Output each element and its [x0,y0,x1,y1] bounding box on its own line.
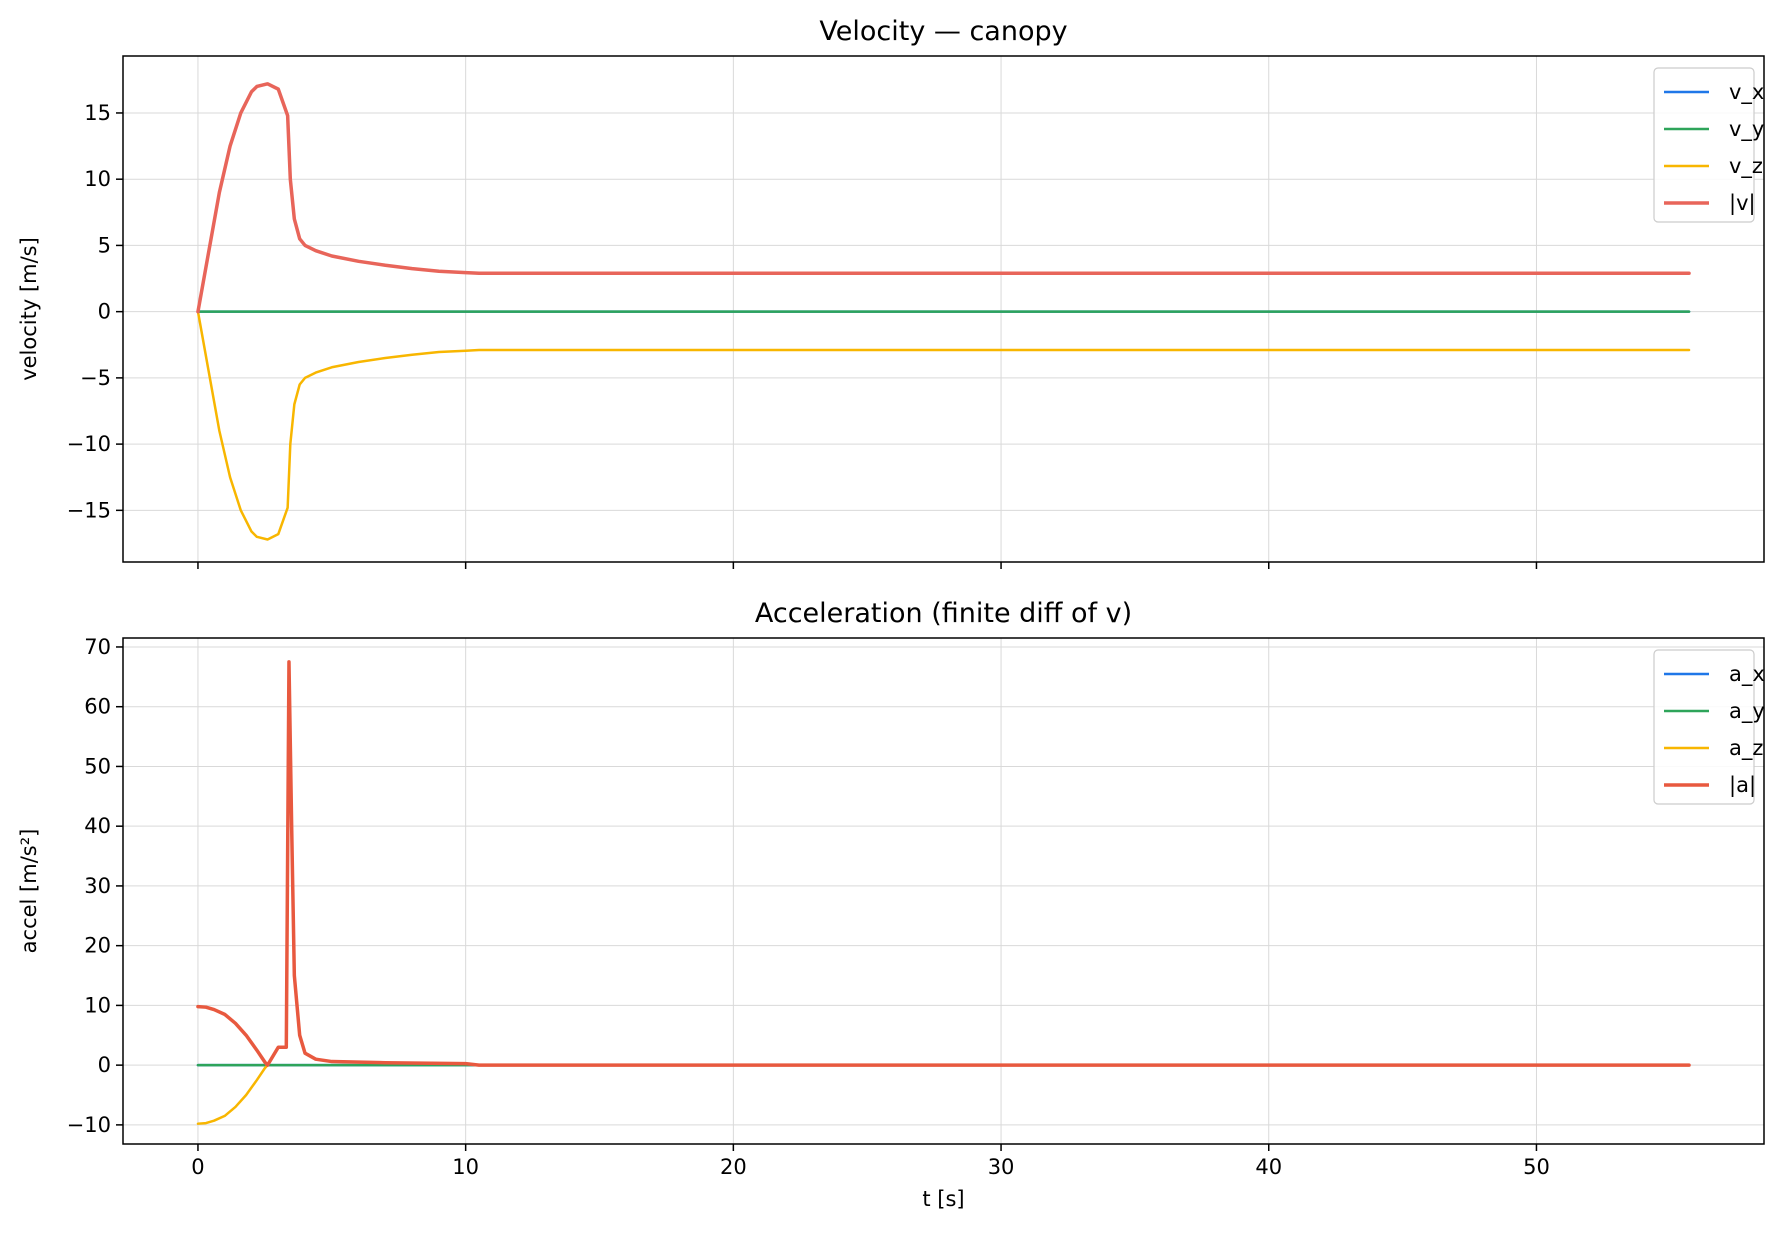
velocity-ylabel: velocity [m/s] [17,237,41,381]
accel-xtick-label-3: 30 [988,1155,1015,1179]
accel-frame [122,637,1765,1145]
acceleration-panel: 0 10 20 30 40 50 −10 0 10 20 30 40 50 60 70 Acceleratio… [17,598,1765,1211]
accel-ytick-label-7: 60 [84,695,111,719]
velocity-legend-label-0: v_x [1729,80,1764,105]
accel-legend-label-2: a_z [1729,736,1763,761]
velocity-ytick-label-3: 0 [98,300,111,324]
accel-ytick-label-3: 20 [84,934,111,958]
accel-legend: a_x a_y a_z |a| [1653,649,1765,805]
accel-ytick-label-1: 0 [98,1053,111,1077]
accel-plot-area [123,638,1764,1144]
velocity-plot-area [123,56,1764,562]
velocity-legend-label-2: v_z [1729,154,1763,179]
velocity-chart-title: Velocity — canopy [819,16,1067,47]
accel-xtick-label-0: 0 [191,1155,204,1179]
velocity-series-mag-vmag- [196,82,1691,314]
accel-xtick-label-4: 40 [1255,1155,1282,1179]
velocity-ytick-label-5: 10 [84,167,111,191]
accel-xtick-label-2: 20 [720,1155,747,1179]
velocity-series-group [196,82,1691,541]
velocity-legend: v_x v_y v_z |v| [1653,67,1764,223]
accel-ytick-label-2: 10 [84,993,111,1017]
accel-legend-label-0: a_x [1729,662,1765,687]
accel-ytick-label-0: −10 [67,1113,111,1137]
velocity-legend-label-3: |v| [1729,191,1756,216]
accel-ytick-label-8: 70 [84,635,111,659]
accel-xtick-label-5: 50 [1523,1155,1550,1179]
velocity-panel: −15 −10 −5 0 5 10 15 Velocity — canopy velocity … [17,16,1765,569]
accel-ytick-label-5: 40 [84,814,111,838]
accel-chart-title: Acceleration (finite diff of v) [755,598,1132,629]
velocity-series-v-z [196,310,1691,541]
accel-ytick-label-6: 50 [84,754,111,778]
velocity-frame [122,55,1765,563]
accel-series-group [196,660,1691,1125]
accel-legend-label-1: a_y [1729,699,1765,724]
accel-series-mag-amag- [196,660,1691,1067]
velocity-ytick-label-6: 15 [84,101,111,125]
accel-ytick-label-4: 30 [84,874,111,898]
velocity-ytick-label-1: −10 [67,432,111,456]
velocity-ytick-label-2: −5 [80,366,111,390]
accel-legend-label-3: |a| [1729,773,1756,798]
accel-xlabel: t [s] [922,1187,964,1211]
velocity-legend-box [1653,67,1755,223]
accel-xtick-label-1: 10 [452,1155,479,1179]
velocity-legend-label-1: v_y [1729,117,1764,142]
velocity-ytick-label-0: −15 [67,498,111,522]
accel-ylabel: accel [m/s²] [17,829,41,954]
accel-legend-box [1653,649,1755,805]
velocity-ytick-label-4: 5 [98,233,111,257]
